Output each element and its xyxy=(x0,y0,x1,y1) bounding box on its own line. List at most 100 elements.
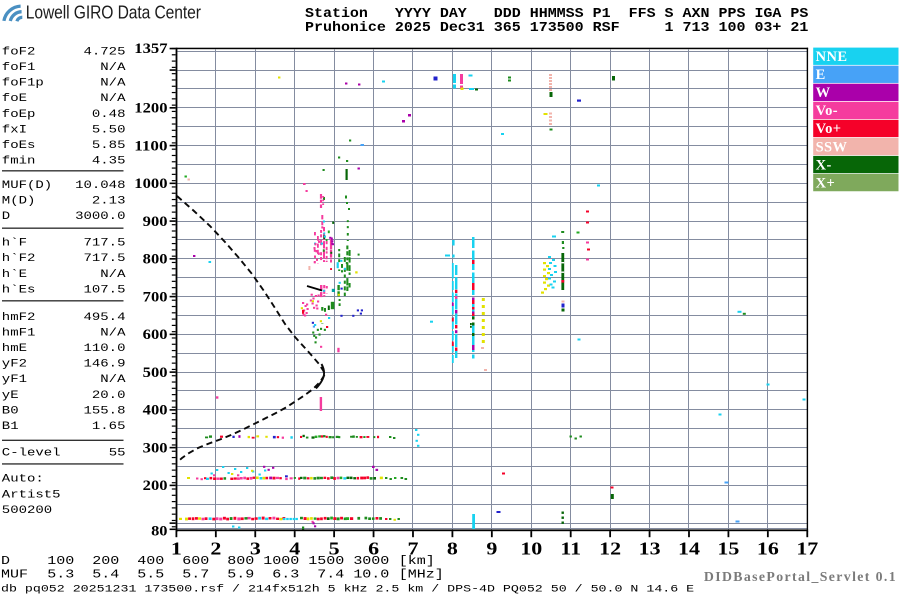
svg-text:hmE: hmE xyxy=(2,342,27,354)
svg-text:1000: 1000 xyxy=(263,555,299,568)
svg-text:h`E: h`E xyxy=(2,268,27,280)
svg-text:3000: 3000 xyxy=(353,555,389,568)
svg-text:Pruhonice 2025 Dec31 365 17350: Pruhonice 2025 Dec31 365 173500 RSF 1 71… xyxy=(305,21,808,36)
svg-text:Artist5: Artist5 xyxy=(2,489,61,501)
svg-text:107.5: 107.5 xyxy=(84,284,126,296)
svg-text:C-level: C-level xyxy=(2,447,61,459)
svg-text:0.48: 0.48 xyxy=(92,108,126,120)
svg-text:500200: 500200 xyxy=(2,504,52,516)
svg-text:495.4: 495.4 xyxy=(84,311,126,323)
svg-text:hmF2: hmF2 xyxy=(2,311,36,323)
svg-text:55: 55 xyxy=(109,447,126,459)
svg-text:foEs: foEs xyxy=(2,139,36,151)
svg-text:400: 400 xyxy=(143,403,168,419)
svg-text:W: W xyxy=(816,85,831,101)
svg-text:700: 700 xyxy=(143,289,168,305)
svg-text:1000: 1000 xyxy=(134,176,167,192)
svg-text:4.35: 4.35 xyxy=(92,155,126,167)
svg-text:foF2: foF2 xyxy=(2,46,36,58)
svg-text:5.7: 5.7 xyxy=(182,569,209,582)
svg-text:900: 900 xyxy=(143,214,168,230)
svg-text:14: 14 xyxy=(678,539,700,559)
svg-text:3000.0: 3000.0 xyxy=(75,210,125,222)
svg-text:3: 3 xyxy=(250,539,261,559)
svg-text:M(D): M(D) xyxy=(2,195,36,207)
svg-text:SSW: SSW xyxy=(816,139,848,155)
svg-text:10.048: 10.048 xyxy=(75,179,125,191)
svg-text:20.0: 20.0 xyxy=(92,389,126,401)
svg-text:h`F: h`F xyxy=(2,237,27,249)
svg-text:N/A: N/A xyxy=(100,327,126,339)
svg-text:17: 17 xyxy=(796,539,818,559)
svg-text:B1: B1 xyxy=(2,420,19,432)
svg-text:E: E xyxy=(816,67,826,83)
svg-text:800: 800 xyxy=(227,555,254,568)
svg-text:9: 9 xyxy=(486,539,497,559)
svg-text:yE: yE xyxy=(2,389,19,401)
svg-text:100: 100 xyxy=(47,555,74,568)
svg-text:6.3: 6.3 xyxy=(272,569,299,582)
svg-text:NNE: NNE xyxy=(816,49,848,65)
svg-text:4: 4 xyxy=(289,539,300,559)
svg-text:600: 600 xyxy=(143,327,168,343)
svg-text:B0: B0 xyxy=(2,405,19,417)
svg-text:717.5: 717.5 xyxy=(84,252,126,264)
svg-text:N/A: N/A xyxy=(100,268,126,280)
svg-text:h`F2: h`F2 xyxy=(2,252,36,264)
svg-text:5.3: 5.3 xyxy=(47,569,74,582)
svg-text:1100: 1100 xyxy=(134,138,167,154)
svg-text:8: 8 xyxy=(447,539,458,559)
svg-text:1.65: 1.65 xyxy=(92,420,126,432)
svg-text:13: 13 xyxy=(639,539,661,559)
svg-text:200: 200 xyxy=(143,478,168,494)
svg-text:2.13: 2.13 xyxy=(92,195,126,207)
svg-text:1200: 1200 xyxy=(134,101,167,117)
svg-text:110.0: 110.0 xyxy=(84,342,126,354)
svg-text:N/A: N/A xyxy=(100,61,126,73)
svg-text:hmF1: hmF1 xyxy=(2,327,36,339)
svg-text:15: 15 xyxy=(717,539,739,559)
svg-text:10.0: 10.0 xyxy=(353,569,389,582)
svg-text:MUF(D): MUF(D) xyxy=(2,179,52,191)
svg-text:80: 80 xyxy=(151,523,167,539)
svg-text:MUF: MUF xyxy=(1,569,28,582)
svg-text:D: D xyxy=(2,210,10,222)
svg-text:foF1p: foF1p xyxy=(2,77,44,89)
svg-text:5.5: 5.5 xyxy=(137,569,164,582)
svg-text:11: 11 xyxy=(560,539,581,559)
svg-text:300: 300 xyxy=(143,440,168,456)
svg-text:1357: 1357 xyxy=(134,41,167,57)
svg-text:yF2: yF2 xyxy=(2,358,27,370)
svg-text:6: 6 xyxy=(368,539,379,559)
svg-text:5.9: 5.9 xyxy=(227,569,254,582)
svg-text:Vo+: Vo+ xyxy=(816,121,842,137)
svg-text:5.50: 5.50 xyxy=(92,124,126,136)
svg-text:fmin: fmin xyxy=(2,155,36,167)
svg-text:16: 16 xyxy=(757,539,779,559)
svg-text:Vo-: Vo- xyxy=(816,103,838,119)
svg-text:12: 12 xyxy=(599,539,621,559)
svg-text:717.5: 717.5 xyxy=(84,237,126,249)
svg-text:1500: 1500 xyxy=(308,555,344,568)
svg-text:N/A: N/A xyxy=(100,373,126,385)
svg-text:7.4: 7.4 xyxy=(317,569,344,582)
svg-text:foF1: foF1 xyxy=(2,61,36,73)
svg-text:db pq052 20251231 173500.rsf /: db pq052 20251231 173500.rsf / 214fx512h… xyxy=(1,583,694,595)
svg-text:foEp: foEp xyxy=(2,108,36,120)
svg-text:10: 10 xyxy=(520,539,542,559)
svg-text:146.9: 146.9 xyxy=(84,358,126,370)
svg-text:600: 600 xyxy=(182,555,209,568)
svg-text:D: D xyxy=(1,555,10,568)
svg-text:155.8: 155.8 xyxy=(84,405,126,417)
svg-text:DIDBasePortal_Servlet 0.1: DIDBasePortal_Servlet 0.1 xyxy=(704,569,897,584)
svg-text:7: 7 xyxy=(408,539,419,559)
svg-text:4.725: 4.725 xyxy=(84,46,126,58)
svg-text:fxI: fxI xyxy=(2,124,27,136)
svg-text:X-: X- xyxy=(816,157,832,173)
svg-text:[km]: [km] xyxy=(399,555,435,568)
svg-text:500: 500 xyxy=(143,365,168,381)
svg-text:X+: X+ xyxy=(816,175,836,191)
svg-text:200: 200 xyxy=(92,555,119,568)
svg-text:N/A: N/A xyxy=(100,92,126,104)
svg-text:yF1: yF1 xyxy=(2,373,27,385)
